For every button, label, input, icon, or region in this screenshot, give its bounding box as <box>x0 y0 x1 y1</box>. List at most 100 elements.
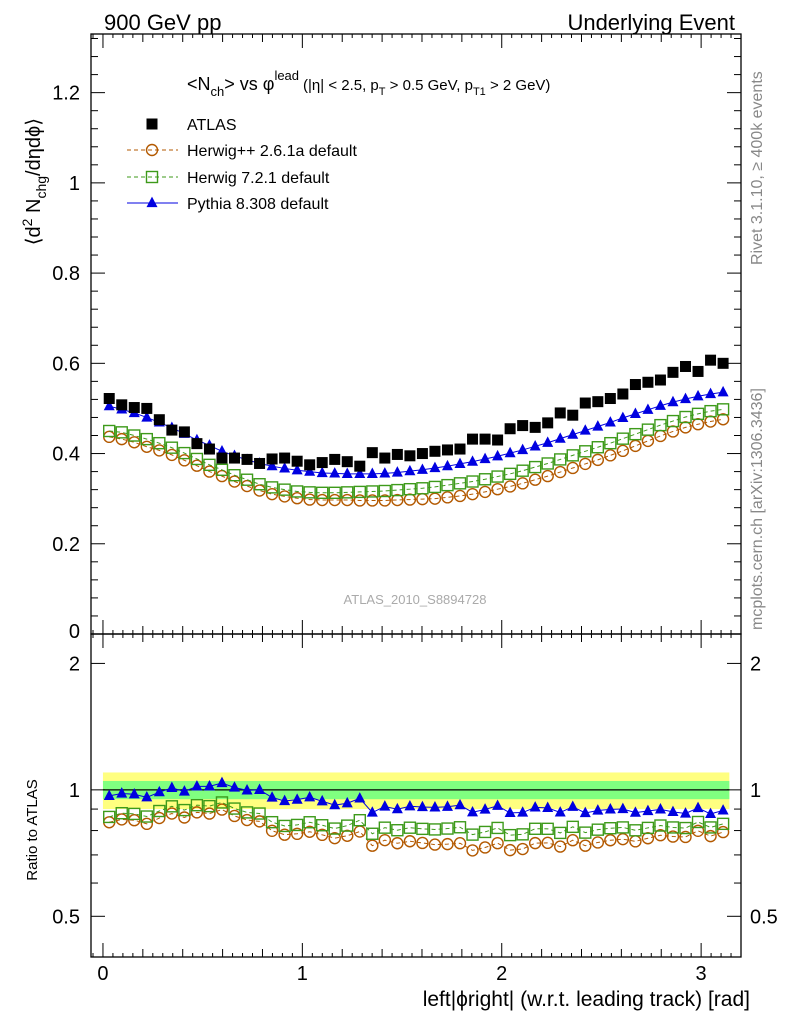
ratio-plot-frame <box>90 633 742 958</box>
herwig7-ratio-point <box>466 828 479 841</box>
herwigpp-point <box>265 487 279 501</box>
herwigpp-ratio-point <box>316 828 329 842</box>
herwigpp-ratio-point <box>328 831 341 845</box>
herwigpp-ratio-point <box>516 842 529 856</box>
x-axis-label: left|ϕright| (w.r.t. leading track) [rad… <box>423 988 750 1011</box>
pythia-ratio-point <box>441 800 453 811</box>
atlas-data-point <box>416 448 428 460</box>
pythia-ratio-point <box>705 807 717 819</box>
herwigpp-ratio-point <box>654 829 667 842</box>
pythia-ratio-point <box>366 806 378 817</box>
herwig7-ratio-point <box>328 822 341 835</box>
legend-marker <box>145 170 159 184</box>
atlas-data-point <box>241 453 253 465</box>
title-sup: lead <box>274 68 299 83</box>
x-tick-label: 3 <box>696 963 707 985</box>
herwig7-ratio-point <box>128 807 141 821</box>
herwigpp-point <box>215 469 229 483</box>
herwig7-point <box>416 482 429 495</box>
herwigpp-ratio-point <box>528 836 542 850</box>
title-part: > vs φ <box>224 74 274 94</box>
herwig7-point <box>153 436 166 450</box>
herwig7-point <box>103 424 116 438</box>
pythia-ratio-point <box>304 790 316 802</box>
pythia-point <box>341 467 353 478</box>
atlas-data-point <box>279 452 291 464</box>
x-tick-label: 1 <box>297 963 308 985</box>
pythia-point <box>429 461 441 473</box>
pythia-ratio-point <box>178 785 190 796</box>
herwig7-point <box>203 458 216 472</box>
herwig7-point <box>528 460 542 474</box>
herwigpp-point <box>654 429 667 443</box>
herwig7-ratio-point <box>579 826 592 839</box>
pythia-ratio-point <box>654 803 666 814</box>
atlas-data-point <box>592 396 604 408</box>
pythia-point <box>705 387 717 399</box>
herwig7-ratio-point <box>253 807 266 820</box>
herwig7-ratio-point <box>178 803 191 817</box>
herwig7-ratio-point <box>341 819 354 832</box>
pythia-point <box>592 420 604 431</box>
y-tick-label: 1 <box>69 173 80 195</box>
herwigpp-ratio-point <box>704 829 717 843</box>
herwigpp-point <box>353 494 366 507</box>
herwigpp-ratio-point <box>253 815 266 828</box>
herwig7-point <box>253 478 266 491</box>
pythia-point <box>304 465 316 476</box>
atlas-data-point <box>454 443 466 455</box>
herwig7-point <box>654 418 667 432</box>
atlas-data-point <box>366 447 378 459</box>
herwigpp-point <box>328 493 341 507</box>
herwigpp-point <box>466 487 479 501</box>
main-plot-area: 0 0.2 0.4 0.6 0.8 1 1.2 <box>52 33 742 643</box>
herwigpp-point <box>629 439 642 453</box>
herwig7-point <box>666 414 680 428</box>
atlas-data-point <box>467 433 479 445</box>
atlas-data-point <box>492 434 504 446</box>
herwigpp-point <box>554 465 567 479</box>
herwigpp-line <box>109 418 724 501</box>
herwigpp-ratio-point <box>391 837 404 850</box>
pythia-ratio-point <box>153 785 165 797</box>
herwigpp-point <box>428 492 442 505</box>
pythia-point <box>103 399 115 411</box>
pythia-point <box>467 455 479 466</box>
pythia-point <box>454 457 466 469</box>
atlas-data-point <box>141 402 153 414</box>
herwig7-ratio-point <box>478 825 492 839</box>
herwig7-ratio-point <box>716 817 730 831</box>
herwig7-ratio-point <box>240 806 254 819</box>
herwig7-ratio-point <box>554 826 567 840</box>
herwig7-point <box>366 485 379 498</box>
herwigpp-ratio-point <box>228 809 241 823</box>
herwigpp-ratio-point <box>140 817 154 831</box>
atlas-data-point <box>517 420 529 432</box>
atlas-data-point <box>203 443 215 455</box>
herwigpp-point <box>516 477 529 490</box>
herwigpp-ratio-point <box>240 813 254 827</box>
atlas-data-point <box>554 407 566 419</box>
legend-label: Herwig 7.2.1 default <box>187 170 330 187</box>
pythia-point <box>604 416 616 427</box>
herwigpp-point <box>228 475 241 488</box>
herwigpp-ratio-point <box>278 828 291 841</box>
herwig7-ratio-point <box>566 820 579 834</box>
pythia-point <box>542 436 554 447</box>
herwigpp-point <box>316 493 329 507</box>
atlas-data-point <box>567 409 579 421</box>
herwig7-point <box>403 482 417 496</box>
herwig7-ratio-point <box>428 823 442 836</box>
ratio-plot-area: 0 1 2 3 0.5 0.5 1 1 2 2 <box>52 633 778 985</box>
herwig7-ratio-point <box>215 796 229 809</box>
herwigpp-point <box>165 448 179 462</box>
herwigpp-point <box>503 480 517 493</box>
pythia-ratio-point <box>141 790 153 802</box>
herwig7-point <box>190 452 204 466</box>
pythia-point <box>529 440 541 451</box>
title-cuts: > 0.5 GeV, p <box>386 77 473 94</box>
pythia-point <box>279 462 291 473</box>
herwigpp-point <box>341 493 354 507</box>
atlas-data-point <box>228 452 240 464</box>
pythia-ratio-point <box>379 800 391 811</box>
